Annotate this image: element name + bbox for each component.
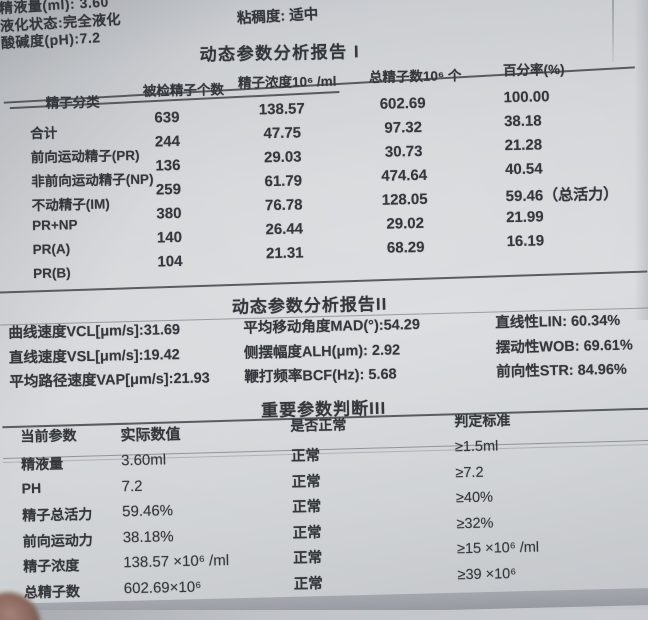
- cell-parameter: 精子浓度: [23, 557, 80, 575]
- column-header-checked-count: 被检精子个数: [142, 82, 225, 99]
- table3-body: 精液量 3.60ml 正常 ≥1.5ml PH 7.2 正常 ≥7.2 精子总活…: [3, 438, 648, 608]
- cell-total: 29.02: [386, 214, 425, 233]
- column-header-standard: 判定标准: [454, 412, 511, 430]
- cell-concentration: 138.57: [258, 100, 305, 119]
- cell-value: 7.2: [121, 477, 143, 495]
- cell-parameter: PH: [21, 479, 42, 496]
- cell-normal: 正常: [292, 524, 322, 542]
- column-header-normal: 是否正常: [290, 416, 347, 434]
- cell-concentration: 29.03: [263, 148, 302, 167]
- cell-standard: ≥1.5ml: [454, 438, 499, 456]
- column-header-concentration: 精子浓度10⁶ /ml: [237, 73, 337, 91]
- cell-standard: ≥15 ×10⁶ /ml: [456, 539, 540, 558]
- column-header-sperm-class: 精子分类: [45, 94, 100, 111]
- cell-count: 259: [155, 180, 182, 199]
- cell-total: 128.05: [381, 190, 428, 209]
- cell-parameter: 精液量: [20, 455, 64, 473]
- lin-text: 直线性LIN: 60.34%: [495, 312, 621, 332]
- cell-count: 140: [156, 228, 183, 247]
- cell-value: 602.69×10⁶: [123, 578, 202, 598]
- cell-normal: 正常: [293, 550, 323, 568]
- cell-value: 38.18%: [122, 527, 174, 547]
- cell-concentration: 61.79: [264, 172, 303, 191]
- cell-parameter: 精子总活力: [22, 506, 93, 524]
- kinematics-column-velocity: 曲线速度VCL[μm/s]:31.69 直线速度VSL[μm/s]:19.42 …: [8, 317, 210, 395]
- cell-standard: ≥40%: [455, 489, 494, 507]
- table1-body: 合计 639 138.57 602.69 100.00 前向运动精子(PR) 2…: [0, 88, 647, 291]
- column-header-actual-value: 实际数值: [120, 426, 181, 445]
- str-text: 前向性STR: 84.96%: [496, 361, 628, 381]
- cell-standard: ≥39 ×10⁶: [457, 566, 517, 584]
- cell-total: 68.29: [386, 238, 425, 257]
- paper-edge-line: [612, 0, 614, 62]
- cell-concentration: 76.78: [264, 196, 303, 215]
- kinematics-column-motion: 平均移动角度MAD(°):54.29 侧摆幅度ALH(μm): 2.92 鞭打频…: [243, 313, 421, 390]
- right-edge-shadow: [634, 0, 648, 320]
- cell-count: 380: [156, 204, 182, 223]
- column-header-percentage: 百分率(%): [502, 61, 565, 79]
- vap-text: 平均路径速度VAP[μm/s]:21.93: [9, 370, 210, 391]
- cell-count: 104: [157, 252, 183, 271]
- cell-parameter: 前向运动力: [22, 531, 93, 550]
- cell-value: 138.57 ×10⁶ /ml: [123, 552, 230, 572]
- cell-concentration: 47.75: [263, 124, 302, 143]
- cell-concentration: 21.31: [265, 244, 304, 263]
- cell-concentration: 26.44: [265, 220, 304, 239]
- cell-standard: ≥7.2: [455, 464, 484, 481]
- bcf-text: 鞭打频率BCF(Hz): 5.68: [244, 366, 397, 386]
- alh-text: 侧摆幅度ALH(μm): 2.92: [243, 341, 401, 362]
- cell-total: 97.32: [384, 118, 423, 137]
- table3-header-row: 当前参数 实际数值 是否正常 判定标准: [2, 412, 648, 444]
- specimen-info-block: 精液量(ml): 3.60 液化状态:完全液化 酸碱度(pH):7.2: [0, 0, 123, 53]
- section1-title: 动态参数分析报告 I: [199, 42, 361, 65]
- mad-text: 平均移动角度MAD(°):54.29: [243, 316, 421, 337]
- cell-percentage: 40.54: [504, 160, 543, 179]
- vcl-text: 曲线速度VCL[μm/s]:31.69: [8, 322, 181, 342]
- cell-total: 474.64: [381, 166, 428, 185]
- cell-normal: 正常: [291, 499, 322, 516]
- wob-text: 摆动性WOB: 69.61%: [495, 337, 633, 356]
- column-header-parameter: 当前参数: [20, 427, 77, 445]
- cell-total: 30.73: [384, 142, 423, 161]
- cell-normal: 正常: [290, 448, 321, 465]
- cell-value: 3.60ml: [120, 451, 167, 470]
- column-header-total-sperm: 总精子数10⁶ 个: [368, 68, 462, 86]
- cell-percentage: 21.99: [505, 208, 544, 227]
- cell-total: 602.69: [379, 94, 426, 113]
- cell-count: 244: [154, 132, 181, 151]
- cell-normal: 正常: [293, 576, 323, 593]
- cell-percentage: 100.00: [503, 88, 550, 107]
- kinematics-column-ratio: 直线性LIN: 60.34% 摆动性WOB: 69.61% 前向性STR: 84…: [495, 309, 633, 385]
- cell-parameter: 总精子数: [23, 583, 81, 601]
- cell-percentage: 21.28: [504, 136, 543, 155]
- cell-percentage: 16.19: [506, 232, 545, 251]
- cell-count: 136: [155, 156, 181, 175]
- cell-standard: ≥32%: [456, 515, 494, 533]
- cell-count: 639: [154, 108, 180, 127]
- cell-value: 59.46%: [122, 502, 174, 521]
- background-surface: [0, 610, 648, 620]
- viscosity-text: 粘稠度: 适中: [236, 6, 319, 28]
- cell-normal: 正常: [291, 473, 321, 491]
- cell-percentage: 59.46（总活力）: [505, 185, 619, 206]
- cell-percentage: 38.18: [503, 112, 542, 131]
